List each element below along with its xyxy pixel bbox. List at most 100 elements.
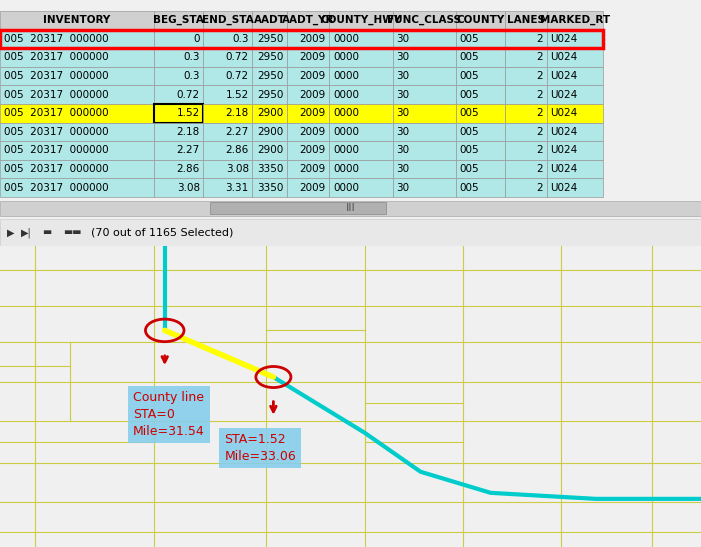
Text: 2009: 2009 [300,71,326,81]
Text: 2: 2 [537,108,543,118]
Bar [393,104,456,123]
Text: 2009: 2009 [300,34,326,44]
Text: COUNTY: COUNTY [456,15,504,25]
Bar [154,160,203,178]
Bar [203,160,252,178]
Bar [252,141,287,160]
Bar [393,123,456,141]
Bar [252,48,287,67]
Bar [547,48,603,67]
Text: 0000: 0000 [333,71,359,81]
Bar [154,123,203,141]
Bar [203,178,252,197]
Text: BEG_STA: BEG_STA [154,15,204,25]
Bar [252,104,287,123]
Bar [393,85,456,104]
Text: 2.18: 2.18 [177,127,200,137]
Bar [456,48,505,67]
Bar [154,48,203,67]
Bar [203,141,252,160]
Text: 0.72: 0.72 [177,90,200,100]
Bar [252,178,287,197]
Text: 005: 005 [459,146,479,155]
Text: 2009: 2009 [300,164,326,174]
Bar [154,178,203,197]
Text: III: III [346,203,355,213]
Bar [203,48,252,67]
Bar [287,178,329,197]
Bar [547,85,603,104]
Bar [456,178,505,197]
Bar [287,123,329,141]
Text: 0000: 0000 [333,53,359,62]
Bar [203,11,252,30]
Text: 2: 2 [537,146,543,155]
Bar [154,104,203,123]
Text: 2009: 2009 [300,90,326,100]
Bar [287,141,329,160]
Bar [329,104,393,123]
Text: 2.18: 2.18 [226,108,249,118]
Bar [287,48,329,67]
Text: 005  20317  000000: 005 20317 000000 [4,108,108,118]
Bar [154,141,203,160]
Bar [329,30,393,48]
Bar [393,30,456,48]
Bar [0,30,603,48]
Bar [287,67,329,85]
Text: 005  20317  000000: 005 20317 000000 [4,183,108,193]
Bar [456,11,505,30]
Bar [287,11,329,30]
Bar [456,30,505,48]
Text: 2: 2 [537,90,543,100]
Bar [154,67,203,85]
Bar [393,141,456,160]
Text: 30: 30 [396,71,409,81]
Text: 0000: 0000 [333,90,359,100]
Text: 3.31: 3.31 [226,183,249,193]
Text: 005  20317  000000: 005 20317 000000 [4,53,108,62]
Bar [154,85,203,104]
Bar [0,160,154,178]
Bar [203,30,252,48]
Bar [505,48,547,67]
Text: U024: U024 [550,53,578,62]
Text: STA=1.52
Mile=33.06: STA=1.52 Mile=33.06 [224,433,296,463]
Bar [329,11,393,30]
Text: U024: U024 [550,108,578,118]
Text: 30: 30 [396,183,409,193]
Bar [456,160,505,178]
Text: 2.27: 2.27 [177,146,200,155]
Bar [329,67,393,85]
Text: 0.72: 0.72 [226,71,249,81]
Text: 2: 2 [537,71,543,81]
Bar [329,141,393,160]
Text: 2: 2 [537,53,543,62]
Text: 2.86: 2.86 [177,164,200,174]
Bar [393,67,456,85]
Text: 005  20317  000000: 005 20317 000000 [4,164,108,174]
Bar [203,104,252,123]
Bar [154,11,203,30]
Text: 2: 2 [537,34,543,44]
Bar [547,104,603,123]
Bar [0,11,154,30]
Bar [252,123,287,141]
Text: 005: 005 [459,108,479,118]
Text: 30: 30 [396,108,409,118]
Bar [0,123,154,141]
Text: U024: U024 [550,71,578,81]
Bar [0,85,154,104]
Bar [547,160,603,178]
Text: U024: U024 [550,164,578,174]
Text: ▬: ▬ [42,228,51,237]
Text: 005: 005 [459,90,479,100]
Text: 3350: 3350 [257,164,284,174]
Bar [505,104,547,123]
Text: 005  20317  000000: 005 20317 000000 [4,127,108,137]
Text: 2009: 2009 [300,53,326,62]
Text: 2900: 2900 [258,108,284,118]
Bar [547,30,603,48]
Text: 30: 30 [396,90,409,100]
Text: 0.3: 0.3 [232,34,249,44]
